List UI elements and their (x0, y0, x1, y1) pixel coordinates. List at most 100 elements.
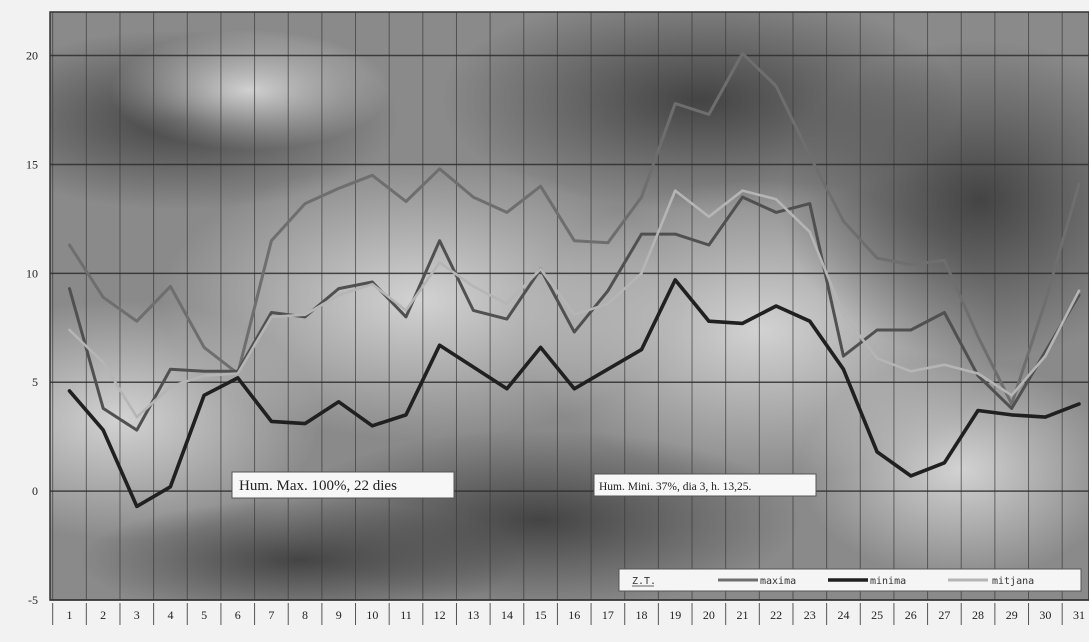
data-point (573, 239, 576, 242)
x-tick-label: 14 (501, 608, 513, 622)
x-tick-label: 15 (535, 608, 547, 622)
data-point (674, 278, 677, 282)
data-point (573, 330, 576, 334)
x-tick-label: 11 (400, 608, 412, 622)
data-point (236, 376, 239, 380)
data-point (943, 311, 946, 314)
x-tick-label: 20 (703, 608, 715, 622)
data-point (337, 400, 340, 403)
legend-label-minima: minima (870, 576, 906, 587)
data-point (909, 263, 912, 266)
x-tick-label: 30 (1039, 608, 1051, 622)
data-point (169, 368, 172, 371)
x-tick-label: 1 (67, 608, 73, 622)
x-tick-label: 6 (235, 608, 241, 622)
x-tick-label: 26 (905, 608, 917, 622)
data-point (371, 174, 374, 177)
data-point (371, 280, 374, 284)
data-point (404, 309, 408, 312)
data-point (303, 313, 307, 316)
data-point (135, 415, 138, 419)
data-point (337, 287, 340, 290)
data-point (842, 313, 845, 316)
data-point (674, 232, 677, 236)
data-point (539, 267, 542, 271)
data-point (741, 52, 744, 55)
data-point (505, 317, 509, 321)
data-point (539, 346, 542, 349)
data-point (707, 113, 711, 116)
data-point (505, 302, 509, 305)
data-point (741, 189, 744, 192)
data-point (102, 296, 105, 299)
data-point (371, 424, 374, 427)
data-point (976, 335, 980, 338)
data-point (1077, 402, 1081, 406)
data-point (1044, 300, 1047, 303)
x-tick-label: 28 (972, 608, 984, 622)
data-point (337, 187, 340, 190)
data-point (202, 374, 206, 377)
data-point (404, 200, 408, 203)
x-tick-label: 29 (1006, 608, 1018, 622)
data-point (68, 389, 71, 393)
legend: Z.T. maxima minima mitjana (618, 568, 1082, 592)
data-point (707, 320, 711, 323)
data-point (707, 243, 711, 247)
data-point (539, 185, 542, 188)
data-point (438, 344, 441, 347)
data-point (707, 215, 711, 218)
data-point (1044, 415, 1047, 419)
x-tick-label: 24 (837, 608, 849, 622)
data-point (135, 428, 138, 432)
data-point (1010, 394, 1013, 397)
data-point (909, 474, 912, 478)
data-point (875, 256, 879, 260)
y-tick-label: 5 (32, 375, 38, 389)
data-point (640, 272, 643, 275)
data-point (674, 189, 677, 192)
plot-frame (49, 11, 1089, 601)
data-point (606, 302, 610, 305)
data-point (976, 409, 980, 412)
data-point (842, 219, 845, 223)
x-tick-label: 5 (201, 608, 207, 622)
data-point (875, 328, 879, 332)
legend-label-zt: Z.T. (632, 576, 656, 587)
data-point (1077, 289, 1081, 292)
data-point (943, 363, 946, 366)
x-tick-label: 9 (336, 608, 342, 622)
data-point (674, 102, 677, 105)
data-point (202, 346, 206, 349)
data-point (169, 285, 172, 288)
legend-label-mitjana: mitjana (992, 576, 1034, 587)
data-point (1077, 182, 1081, 186)
data-point (505, 387, 509, 390)
data-point (875, 450, 879, 454)
data-point (102, 428, 105, 432)
data-point (640, 232, 643, 236)
x-tick-label: 18 (636, 608, 648, 622)
data-point (842, 354, 845, 358)
data-point (68, 287, 71, 290)
y-tick-label: -5 (28, 593, 38, 607)
x-tick-label: 16 (568, 608, 580, 622)
data-point (573, 387, 576, 390)
data-point (774, 198, 778, 201)
data-point (808, 202, 811, 205)
x-tick-label: 3 (134, 608, 140, 622)
data-point (640, 195, 643, 199)
data-point (404, 413, 408, 417)
data-point (808, 154, 811, 157)
data-point (236, 372, 239, 375)
data-point (270, 420, 273, 423)
data-point (808, 230, 811, 234)
data-point (303, 422, 307, 425)
data-point (438, 167, 441, 170)
y-tick-label: 15 (26, 157, 38, 171)
data-point (472, 195, 475, 199)
data-point (169, 385, 172, 388)
data-point (202, 370, 206, 373)
data-point (774, 84, 778, 88)
